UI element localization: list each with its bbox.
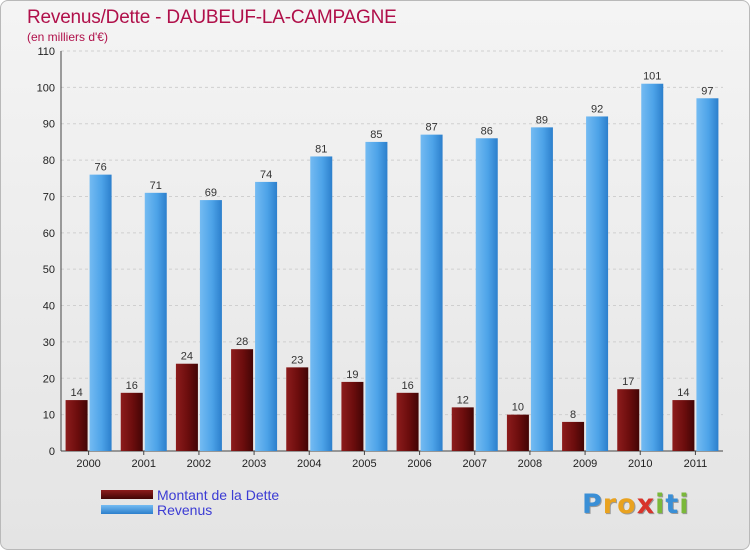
x-tick-label: 2002 [187, 458, 211, 470]
data-label-revenue: 85 [370, 129, 382, 141]
legend-item-debt: Montant de la Dette [101, 486, 280, 503]
data-label-debt: 23 [291, 354, 303, 366]
legend: Montant de la Dette Revenus [101, 486, 280, 518]
proxiti-logo: Proxiti [582, 489, 690, 520]
bar-revenue [641, 83, 664, 452]
bar-revenue [475, 138, 498, 452]
chart-subtitle: (en milliers d'€) [27, 30, 108, 44]
y-tick-label: 50 [43, 264, 55, 276]
bar-debt [506, 414, 529, 451]
x-tick-label: 2003 [242, 458, 266, 470]
data-label-revenue: 74 [260, 169, 272, 181]
data-label-debt: 24 [181, 351, 193, 363]
data-label-revenue: 69 [205, 187, 217, 199]
y-tick-label: 40 [43, 301, 55, 313]
y-tick-label: 60 [43, 228, 55, 240]
data-label-debt: 17 [622, 376, 634, 388]
legend-label-debt: Montant de la Dette [157, 486, 280, 503]
y-tick-label: 110 [37, 46, 55, 58]
y-tick-label: 10 [43, 410, 55, 422]
bar-debt [120, 392, 143, 451]
data-label-debt: 16 [401, 380, 413, 392]
logo-letter: i [655, 489, 666, 520]
legend-swatch-revenue [101, 505, 153, 514]
x-tick-label: 2004 [297, 458, 321, 470]
y-tick-label: 100 [37, 82, 55, 94]
x-tick-label: 2001 [132, 458, 156, 470]
logo-letter: o [617, 489, 637, 520]
data-label-debt: 8 [570, 409, 576, 421]
data-label-debt: 14 [677, 387, 689, 399]
bar-revenue [420, 134, 443, 452]
data-label-debt: 19 [346, 369, 358, 381]
bar-debt [231, 349, 254, 451]
x-tick-label: 2011 [684, 458, 708, 470]
y-tick-label: 90 [43, 119, 55, 131]
bar-debt [65, 400, 88, 451]
grid [61, 50, 723, 452]
data-label-debt: 14 [70, 387, 82, 399]
data-label-revenue: 89 [536, 114, 548, 126]
bar-revenue [586, 116, 609, 452]
data-label-revenue: 87 [425, 122, 437, 134]
y-tick-label: 20 [43, 373, 55, 385]
y-tick-label: 70 [43, 191, 55, 203]
logo-letter: t [665, 489, 680, 520]
logo-letter: i [679, 489, 690, 520]
x-tick-label: 2005 [352, 458, 376, 470]
logo-letter: P [582, 489, 603, 520]
data-label-revenue: 76 [94, 162, 106, 174]
y-tick-label: 80 [43, 155, 55, 167]
x-tick-label: 2007 [463, 458, 487, 470]
legend-label-revenue: Revenus [157, 501, 213, 518]
bar-revenue [365, 141, 388, 451]
data-label-revenue: 92 [591, 103, 603, 115]
bars [65, 83, 719, 452]
data-label-revenue: 97 [701, 85, 713, 97]
data-label-revenue: 81 [315, 143, 327, 155]
y-tick-label: 0 [49, 446, 55, 458]
legend-item-revenue: Revenus [101, 501, 279, 518]
bar-revenue [199, 200, 222, 451]
bar-debt [396, 392, 419, 451]
bar-debt [175, 363, 198, 451]
bar-revenue [89, 174, 112, 452]
axes: 0 10 20 30 40 50 60 70 80 90 100 110 2000 2001 2002 200… [37, 46, 723, 470]
bar-revenue [696, 98, 719, 451]
bar-debt [286, 367, 309, 451]
logo-letter: x [636, 489, 656, 520]
labels: 14 76 16 71 24 69 28 74 23 81 19 85 16 87 12 86 10 89 8 92 1… [70, 71, 713, 421]
x-tick-label: 2010 [628, 458, 652, 470]
bar-debt [617, 389, 640, 451]
y-tick-label: 30 [43, 337, 55, 349]
bar-revenue [144, 192, 167, 451]
data-label-debt: 28 [236, 336, 248, 348]
x-tick-label: 2006 [407, 458, 431, 470]
data-label-debt: 12 [457, 394, 469, 406]
bar-revenue [530, 127, 553, 451]
bar-debt [562, 421, 585, 451]
logo-letter: r [602, 489, 618, 520]
data-label-revenue: 86 [481, 125, 493, 137]
bar-debt [672, 400, 695, 451]
x-tick-label: 2000 [76, 458, 100, 470]
bar-revenue [310, 156, 333, 452]
bar-debt [341, 381, 364, 451]
data-label-debt: 10 [512, 402, 524, 414]
x-tick-label: 2008 [518, 458, 542, 470]
data-label-debt: 16 [126, 380, 138, 392]
bar-debt [451, 407, 474, 451]
x-tick-label: 2009 [573, 458, 597, 470]
data-label-revenue: 101 [643, 71, 661, 83]
bar-revenue [255, 181, 278, 451]
legend-swatch-debt [101, 490, 153, 499]
data-label-revenue: 71 [150, 180, 162, 192]
chart-title: Revenus/Dette - DAUBEUF-LA-CAMPAGNE [27, 7, 397, 28]
